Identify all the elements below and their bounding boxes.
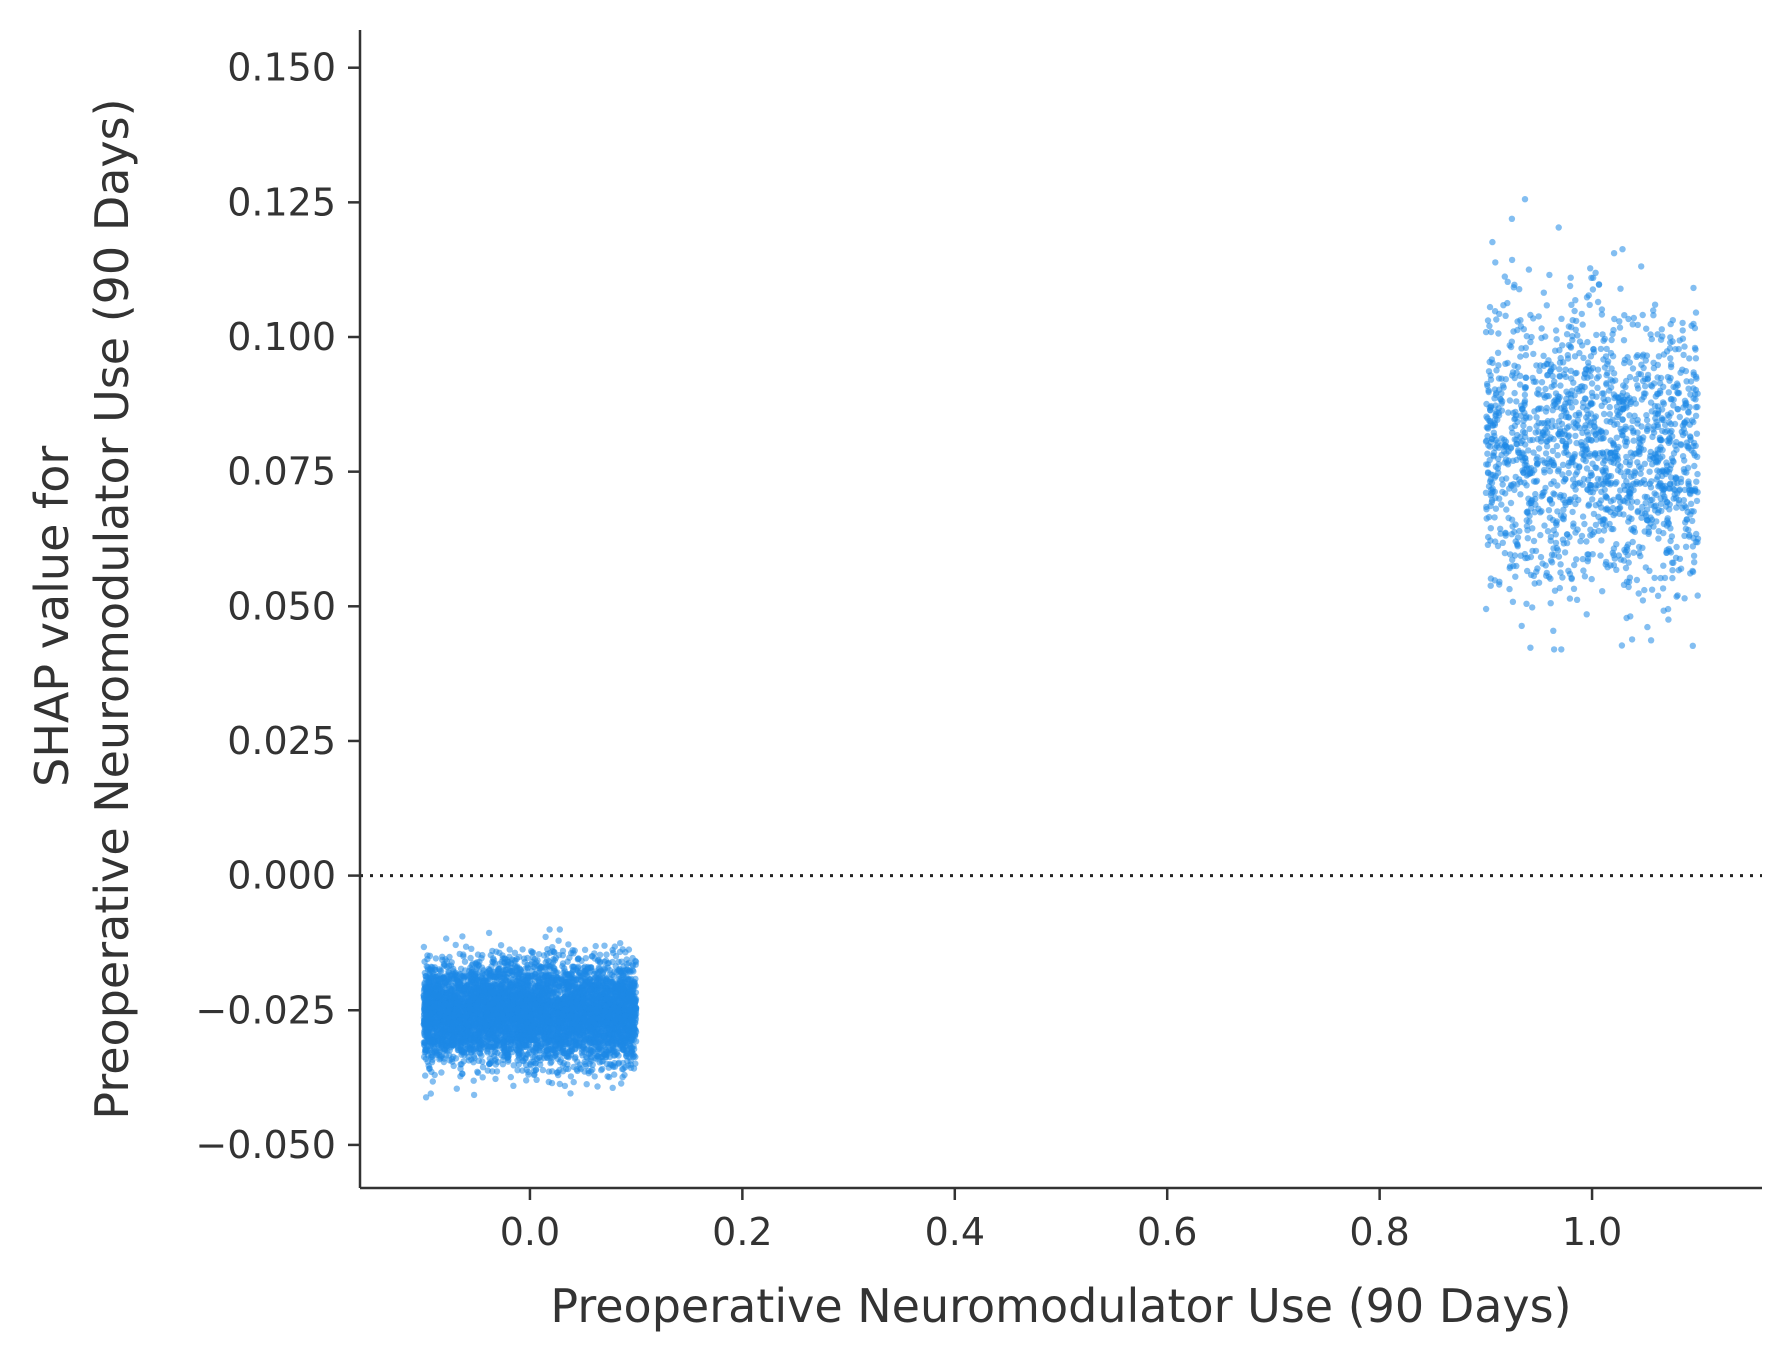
scatter-point [567, 1073, 575, 1080]
scatter-point [442, 956, 449, 963]
scatter-point [542, 933, 549, 941]
scatter-point [549, 944, 556, 951]
scatter-point [630, 1065, 638, 1072]
scatter-point [422, 1094, 430, 1101]
scatter-point [619, 1074, 626, 1081]
scatter-point [467, 954, 474, 962]
scatter-point [420, 943, 428, 951]
scatter-point [523, 1077, 530, 1084]
scatter-point [528, 948, 535, 955]
scatter-point [561, 1082, 569, 1090]
scatter-point [556, 926, 563, 933]
scatter-point [537, 1061, 544, 1068]
scatter-point [479, 1074, 486, 1081]
scatter-point [492, 1061, 499, 1068]
scatter-point [546, 926, 553, 933]
scatter-point [459, 933, 466, 940]
scatter-point [456, 950, 463, 958]
scatter-point [431, 1071, 438, 1079]
scatter-point [533, 1055, 541, 1063]
scatter-point [462, 943, 470, 950]
scatter-point [610, 949, 617, 956]
scatter-point [570, 1078, 577, 1086]
scatter-point [603, 951, 610, 958]
scatter-point [432, 955, 440, 962]
scatter-point [592, 942, 599, 950]
scatter-point [524, 964, 531, 971]
scatter-point [474, 1068, 481, 1076]
scatter-point [611, 1071, 618, 1078]
scatter-point [443, 935, 450, 942]
scatter-point [577, 1065, 584, 1073]
data-points [420, 196, 1702, 1101]
scatter-point [442, 985, 449, 993]
scatter-point [604, 1073, 611, 1080]
scatter-point [615, 1059, 623, 1066]
scatter-point [447, 962, 455, 969]
scatter-point [598, 1066, 605, 1074]
scatter-point [545, 1078, 552, 1086]
scatter-point [488, 963, 495, 970]
scatter-point [506, 946, 513, 953]
scatter-point [453, 1085, 460, 1092]
scatter-point [565, 941, 572, 948]
scatter-point [555, 937, 562, 944]
scatter-point [617, 940, 624, 947]
scatter-point [591, 950, 598, 957]
scatter-point [591, 1073, 598, 1080]
scatter-point [581, 946, 589, 953]
scatter-point [426, 1065, 433, 1072]
scatter-point [605, 1064, 612, 1071]
scatter-point [429, 1078, 436, 1085]
scatter-point [519, 946, 526, 953]
scatter-point [567, 1090, 574, 1097]
scatter-point [609, 1084, 616, 1092]
scatter-point [493, 1068, 501, 1075]
scatter-point [539, 1066, 547, 1074]
scatter-point [523, 1066, 530, 1073]
scatter-point [594, 1083, 601, 1090]
scatter-point [601, 942, 608, 949]
scatter-point [441, 962, 449, 969]
scatter-point [609, 958, 616, 966]
scatter-point [485, 929, 493, 937]
scatter-point [474, 951, 482, 958]
scatter-point [552, 954, 560, 962]
scatter-point [470, 1091, 478, 1099]
scatter-point [556, 1080, 563, 1088]
scatter-point [559, 947, 567, 955]
scatter-point [535, 951, 543, 958]
scatter-point [524, 954, 531, 962]
scatter-point [525, 1071, 532, 1078]
scatter-point [470, 1077, 477, 1084]
scatter-point [500, 1056, 507, 1064]
scatter-point [548, 1058, 555, 1066]
scatter-point [492, 1075, 499, 1083]
scatter-point [427, 1090, 434, 1097]
scatter-point [611, 943, 618, 950]
scatter-point [540, 991, 547, 998]
scatter-point [479, 1064, 487, 1071]
scatter-point [438, 1069, 445, 1076]
scatter-point [484, 1067, 491, 1074]
scatter-point [510, 1082, 517, 1090]
scatter-point [543, 950, 551, 958]
scatter-point [468, 945, 475, 952]
scatter-point [506, 953, 513, 960]
scatter-point [452, 941, 459, 949]
scatter-point [625, 1062, 632, 1069]
scatter-point [461, 958, 469, 965]
scatter-point [582, 955, 589, 962]
